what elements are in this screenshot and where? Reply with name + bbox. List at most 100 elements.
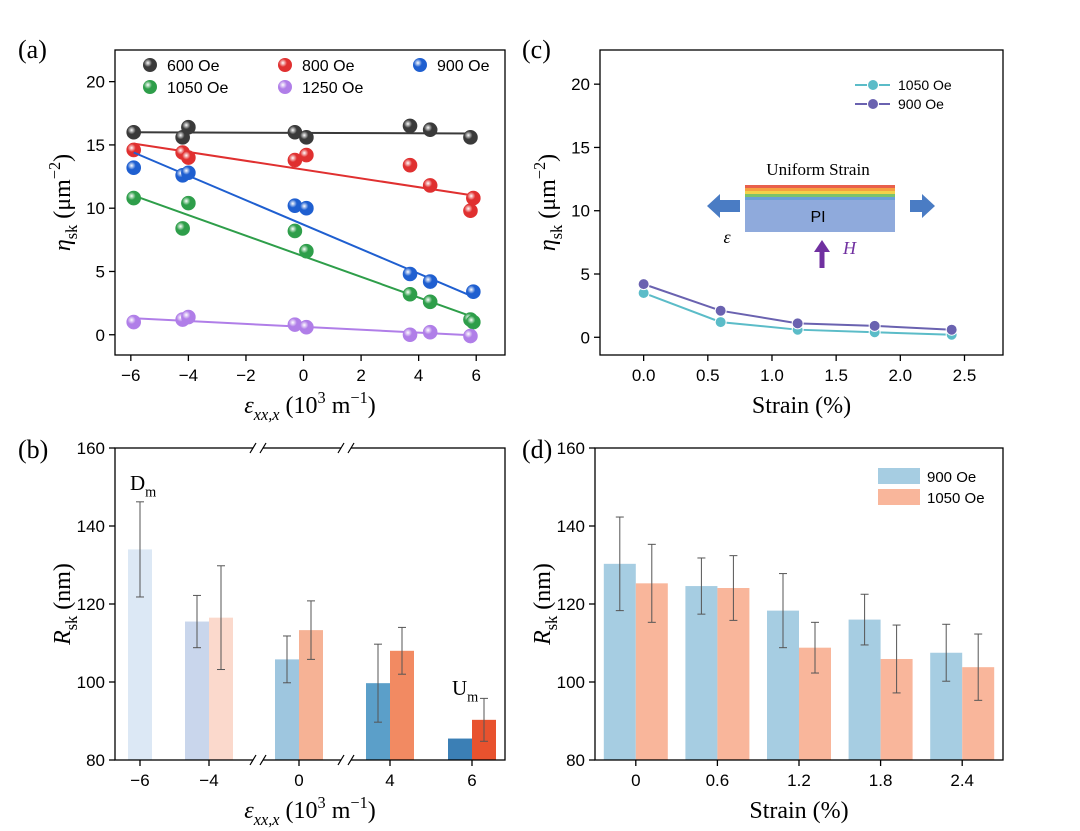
x-tick-label: 0	[631, 771, 640, 790]
axis-break	[259, 754, 267, 766]
label-part: ε	[244, 798, 254, 824]
y-tick-label: 120	[557, 595, 585, 614]
arrow	[910, 194, 935, 218]
label-part: (μm	[535, 179, 561, 225]
label-part: m	[326, 798, 351, 824]
y-tick-label: 120	[77, 595, 105, 614]
axis-break-gap	[341, 446, 351, 450]
x-tick-label: 4	[414, 366, 423, 385]
legend-marker	[413, 58, 427, 72]
inset-label: ε	[723, 227, 731, 247]
data-point	[402, 286, 418, 302]
axis-break	[347, 442, 355, 454]
x-axis-label: εxx,x (103 m−1)	[244, 388, 375, 424]
x-tick-label: 1.0	[760, 366, 784, 385]
strain-inset: Uniform Strain PI ε H	[707, 160, 935, 268]
x-tick-label: 4	[385, 771, 394, 790]
label-part: Strain (%)	[749, 798, 848, 824]
legend-marker	[278, 80, 292, 94]
layer	[745, 191, 895, 194]
legend-label: 800 Oe	[302, 58, 355, 75]
x-tick-label: −4	[199, 771, 218, 790]
label-part: −1	[350, 388, 367, 407]
data-point	[181, 165, 196, 181]
annotation: Dm	[130, 471, 156, 500]
label-part: sk	[547, 224, 566, 239]
data-point	[181, 119, 196, 135]
label-part: (nm)	[50, 563, 76, 616]
data-point	[714, 304, 727, 317]
inset-label: PI	[810, 209, 825, 226]
x-tick-label: 2	[356, 366, 365, 385]
label-part: −1	[350, 793, 367, 812]
data-point	[422, 324, 438, 340]
plot-frame	[114, 49, 506, 356]
data-point	[791, 317, 804, 330]
panel-label: (a)	[18, 35, 47, 64]
y-tick-label: 140	[557, 517, 585, 536]
label-part: Strain (%)	[752, 393, 851, 419]
label-part: m	[326, 393, 351, 419]
data-point	[299, 200, 314, 216]
x-tick-label: −4	[179, 366, 198, 385]
arrow	[707, 194, 740, 218]
error-bar	[779, 573, 787, 649]
inset-label: H	[842, 238, 857, 258]
error-bar	[374, 643, 382, 723]
data-point	[299, 130, 314, 145]
axis-break	[337, 442, 345, 454]
y-tick-label: 15	[86, 136, 105, 155]
x-tick-label: 1.8	[869, 771, 893, 790]
label-part: (10	[280, 798, 318, 824]
legend-label: 900 Oe	[437, 58, 490, 75]
bar	[685, 586, 718, 760]
axis-break-gap	[253, 758, 263, 762]
axis-break	[347, 754, 355, 766]
bar	[448, 738, 472, 760]
error-bar	[307, 600, 315, 660]
data-point	[402, 266, 418, 282]
error-bar	[398, 626, 406, 675]
x-tick-label: 0.0	[632, 366, 656, 385]
label-part: η	[50, 239, 76, 251]
label-part: (10	[280, 393, 318, 419]
data-point	[637, 278, 650, 291]
data-point	[466, 284, 481, 300]
label-part: (nm)	[530, 563, 556, 616]
x-tick-label: 2.5	[953, 366, 977, 385]
x-tick-label: 0	[299, 366, 308, 385]
error-bar	[217, 565, 225, 671]
x-tick-label: 1.5	[824, 366, 848, 385]
legend-marker	[867, 98, 879, 110]
data-point	[181, 309, 196, 325]
data-point	[402, 327, 418, 343]
x-tick-label: 0.6	[706, 771, 730, 790]
label-part: −2	[530, 162, 549, 179]
legend-label: 1050 Oe	[167, 80, 228, 97]
panel-label: (c)	[522, 35, 551, 64]
axis-break-gap	[341, 758, 351, 762]
label-part: m	[145, 484, 156, 500]
label-part: )	[535, 154, 561, 162]
data-point	[126, 160, 142, 175]
y-tick-label: 160	[77, 439, 105, 458]
y-tick-label: 0	[96, 326, 105, 345]
legend-label: 900 Oe	[898, 96, 944, 112]
error-bar	[942, 623, 951, 682]
x-tick-label: −6	[121, 366, 140, 385]
data-point	[463, 130, 478, 145]
data-point	[422, 178, 438, 193]
data-point	[287, 223, 303, 239]
x-axis-label: Strain (%)	[749, 798, 848, 824]
data-point	[463, 328, 478, 344]
y-tick-label: 20	[86, 73, 105, 92]
data-point	[402, 118, 418, 134]
data-point	[402, 157, 418, 173]
y-tick-label: 0	[581, 328, 590, 347]
data-point	[714, 316, 727, 329]
error-bar	[136, 501, 144, 598]
y-tick-label: 15	[571, 138, 590, 157]
label-part: D	[130, 471, 145, 495]
plot-frame	[599, 49, 1004, 356]
label-part: xx,x	[253, 810, 281, 829]
